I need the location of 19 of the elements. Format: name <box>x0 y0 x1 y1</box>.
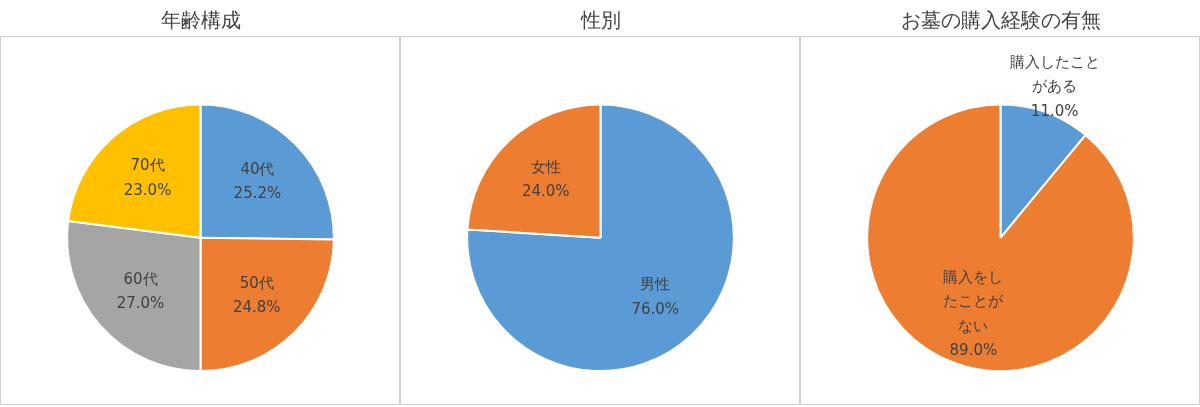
data-label: 23.0% <box>123 180 172 199</box>
slice-label: 購入したことがある <box>1009 52 1100 96</box>
data-label: 24.0% <box>521 182 570 201</box>
data-label: 27.0% <box>116 294 165 313</box>
data-label: 76.0% <box>631 299 680 318</box>
slice-label: 50代 <box>239 273 274 292</box>
slice-label: 女性 <box>530 157 561 176</box>
slice-label: 60代 <box>123 269 158 288</box>
data-label: 24.8% <box>232 298 281 317</box>
data-label: 11.0% <box>1030 101 1079 120</box>
chart-title: 性別 <box>579 7 621 32</box>
slice-label: 40代 <box>240 160 275 179</box>
slice-label: 70代 <box>130 156 165 175</box>
chart-title: お墓の購入経験の有無 <box>900 7 1101 32</box>
slice-label: 男性 <box>640 275 671 294</box>
slice-label: 購入をしたことがない <box>943 268 1005 335</box>
chart-title: 年齢構成 <box>160 7 241 32</box>
data-label: 89.0% <box>949 340 998 359</box>
data-label: 25.2% <box>233 184 282 203</box>
